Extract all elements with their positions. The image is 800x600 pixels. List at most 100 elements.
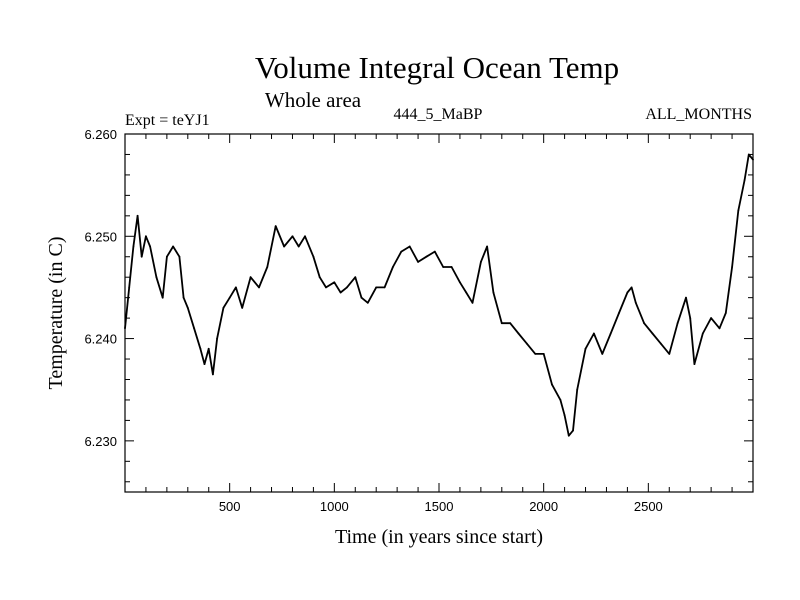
chart-subtitle: Whole area <box>265 88 362 112</box>
data-point <box>207 347 210 350</box>
data-point <box>668 353 671 355</box>
data-point <box>354 276 357 279</box>
data-point <box>442 266 445 268</box>
data-point <box>145 235 147 238</box>
data-point <box>747 153 750 156</box>
data-point <box>465 291 468 294</box>
data-point <box>433 250 436 253</box>
data-point <box>346 286 348 289</box>
data-point <box>274 225 277 228</box>
data-point <box>408 245 411 248</box>
data-point <box>333 281 336 284</box>
data-point <box>471 301 474 304</box>
data-point <box>685 296 687 299</box>
data-point <box>634 301 637 304</box>
data-point <box>480 261 482 263</box>
data-point <box>304 235 306 238</box>
data-point <box>228 296 231 299</box>
data-point <box>339 291 342 294</box>
y-tick-label: 6.260 <box>84 127 117 142</box>
data-point <box>235 286 237 289</box>
data-point <box>643 322 645 325</box>
data-point <box>630 286 633 289</box>
data-point <box>660 342 662 345</box>
data-point <box>551 383 553 386</box>
data-point <box>459 281 461 284</box>
data-point <box>417 261 419 263</box>
data-point <box>149 245 152 248</box>
data-point <box>710 317 712 319</box>
data-point <box>559 399 562 401</box>
experiment-label: Expt = teYJ1 <box>125 112 210 129</box>
y-tick-label: 6.250 <box>84 229 117 244</box>
months-label: ALL_MONTHS <box>645 106 752 123</box>
data-point <box>266 266 269 268</box>
data-point <box>178 255 181 258</box>
data-point <box>718 327 721 330</box>
data-point <box>731 266 733 268</box>
data-point <box>486 245 488 248</box>
data-point <box>155 276 158 279</box>
data-point <box>199 347 202 350</box>
data-point <box>161 296 164 299</box>
data-point <box>216 337 219 340</box>
data-point <box>609 332 612 335</box>
x-axis-label: Time (in years since start) <box>335 526 543 548</box>
data-point <box>140 255 143 258</box>
data-point <box>186 307 189 309</box>
data-point <box>222 307 225 309</box>
data-point <box>283 245 285 248</box>
data-point <box>375 286 378 289</box>
data-point <box>526 342 528 345</box>
data-point <box>400 250 403 253</box>
data-point <box>450 266 453 268</box>
data-point <box>366 301 369 304</box>
data-point <box>258 286 260 289</box>
x-tick-label: 1500 <box>425 499 454 514</box>
data-point <box>172 245 175 248</box>
y-tick-label: 6.240 <box>84 332 117 347</box>
data-point <box>651 332 654 335</box>
chart-title: Volume Integral Ocean Temp <box>255 50 619 85</box>
data-point <box>249 276 252 279</box>
data-point <box>601 353 604 355</box>
y-tick-label: 6.230 <box>84 434 117 449</box>
data-point <box>676 322 679 325</box>
data-point <box>743 179 746 181</box>
data-point <box>542 353 545 355</box>
data-point <box>360 296 363 299</box>
data-point <box>492 291 495 294</box>
data-point <box>584 347 587 350</box>
data-layer <box>124 153 754 437</box>
data-point <box>517 332 520 335</box>
data-point <box>297 245 300 248</box>
data-point <box>618 312 620 314</box>
data-point <box>724 312 727 314</box>
axis-ticks <box>125 133 753 492</box>
data-point <box>318 276 321 279</box>
x-tick-label: 500 <box>219 499 241 514</box>
data-point <box>392 266 394 268</box>
data-point <box>593 332 595 335</box>
data-point <box>383 286 386 289</box>
x-tick-label: 1000 <box>320 499 349 514</box>
data-point <box>241 307 244 309</box>
data-point <box>425 255 428 258</box>
data-point <box>626 291 629 294</box>
period-label: 444_5_MaBP <box>394 106 483 123</box>
data-point <box>128 286 131 289</box>
data-point <box>737 209 740 212</box>
data-point <box>136 214 139 217</box>
data-point <box>563 414 566 417</box>
x-tick-label: 2500 <box>634 499 663 514</box>
data-point <box>212 373 214 376</box>
data-point <box>132 245 135 248</box>
data-point <box>693 363 696 365</box>
data-point <box>572 429 574 432</box>
data-point <box>291 235 294 238</box>
data-point <box>203 363 206 365</box>
data-point <box>500 322 503 325</box>
data-point <box>509 322 512 325</box>
data-point <box>182 296 185 299</box>
